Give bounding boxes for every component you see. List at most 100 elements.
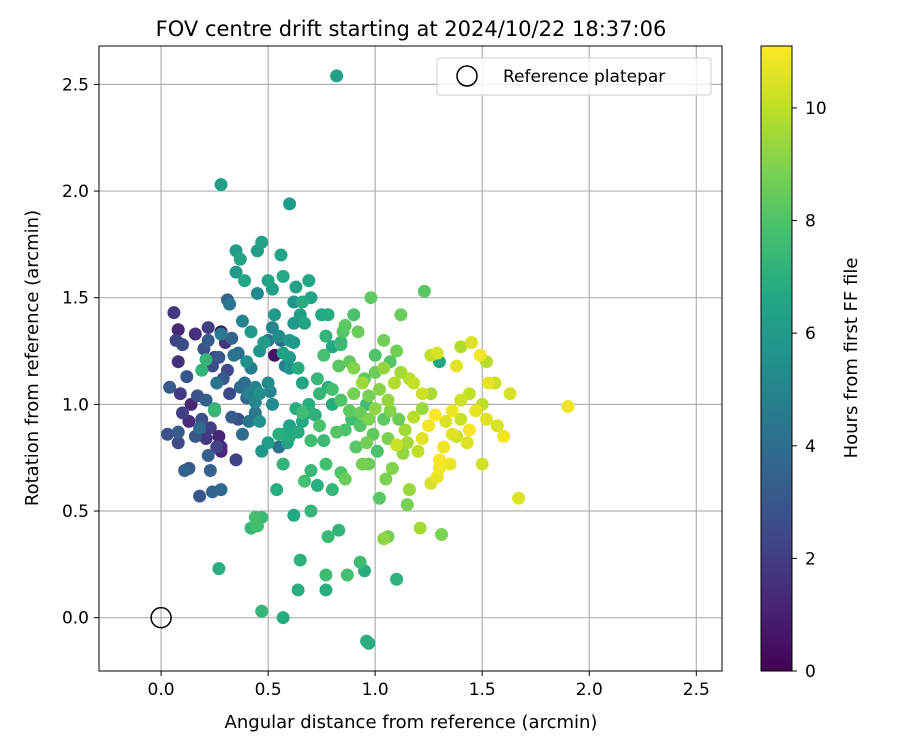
data-point xyxy=(201,321,215,335)
data-point xyxy=(295,406,309,420)
data-point xyxy=(276,269,290,283)
data-point xyxy=(398,423,412,437)
data-point xyxy=(349,440,363,454)
data-point xyxy=(238,274,252,288)
data-point xyxy=(304,504,318,518)
data-point xyxy=(394,308,408,322)
data-point xyxy=(268,308,282,322)
data-points xyxy=(161,69,575,650)
data-point xyxy=(400,436,414,450)
data-point xyxy=(304,434,318,448)
data-point xyxy=(347,361,361,375)
data-point xyxy=(270,483,284,497)
data-point xyxy=(229,453,243,467)
data-point xyxy=(161,427,175,441)
data-point xyxy=(347,308,361,322)
data-point xyxy=(223,387,237,401)
data-point xyxy=(188,327,202,341)
data-point xyxy=(212,350,226,364)
data-point xyxy=(253,387,267,401)
data-point xyxy=(212,429,226,443)
plot-frame xyxy=(98,45,723,672)
colorbar-tick-label: 8 xyxy=(805,212,816,232)
data-point xyxy=(244,325,258,339)
data-point xyxy=(248,510,262,524)
data-point xyxy=(561,399,575,413)
data-point xyxy=(402,483,416,497)
data-point xyxy=(310,478,324,492)
data-point xyxy=(180,370,194,384)
colorbar-tick-label: 10 xyxy=(805,99,827,119)
data-point xyxy=(175,338,189,352)
data-point xyxy=(450,359,464,373)
y-tick-label: 2.0 xyxy=(62,182,89,202)
data-point xyxy=(265,397,279,411)
data-point xyxy=(298,316,312,330)
data-point xyxy=(225,331,239,345)
data-point xyxy=(171,425,185,439)
x-tick-label: 0.0 xyxy=(148,680,175,700)
data-point xyxy=(274,248,288,262)
data-point xyxy=(317,348,331,362)
data-point xyxy=(454,340,468,354)
data-point xyxy=(415,402,429,416)
data-point xyxy=(460,436,474,450)
data-point xyxy=(287,508,301,522)
data-point xyxy=(276,346,290,360)
y-axis-label: Rotation from reference (arcmin) xyxy=(22,210,43,506)
data-point xyxy=(227,348,241,362)
data-point xyxy=(283,197,297,211)
data-point xyxy=(353,555,367,569)
data-point xyxy=(385,461,399,475)
data-point xyxy=(372,382,386,396)
data-point xyxy=(319,568,333,582)
data-point xyxy=(360,436,374,450)
data-point xyxy=(351,325,365,339)
data-point xyxy=(310,372,324,386)
data-point xyxy=(381,393,395,407)
data-point xyxy=(210,376,224,390)
data-point xyxy=(473,348,487,362)
data-point xyxy=(372,491,386,505)
data-point xyxy=(325,483,339,497)
data-point xyxy=(415,431,429,445)
data-point xyxy=(253,414,267,428)
data-point xyxy=(355,457,369,471)
data-point xyxy=(261,376,275,390)
y-tick-label: 0.5 xyxy=(62,502,89,522)
data-point xyxy=(332,523,346,537)
data-point xyxy=(173,387,187,401)
y-tick-label: 1.5 xyxy=(62,289,89,309)
data-point xyxy=(497,429,511,443)
data-point xyxy=(462,423,476,437)
x-axis-ticks: 0.0 0.5 1.0 1.5 2.0 2.5 xyxy=(148,671,710,700)
data-point xyxy=(295,295,309,309)
data-point xyxy=(342,404,356,418)
colorbar-ticks: 0 2 4 6 8 10 xyxy=(792,99,827,682)
x-tick-label: 1.5 xyxy=(469,680,496,700)
colorbar-label: Hours from first FF file xyxy=(841,258,862,459)
chart-title: FOV centre drift starting at 2024/10/22 … xyxy=(156,17,667,41)
data-point xyxy=(392,412,406,426)
data-point xyxy=(482,376,496,390)
data-point xyxy=(171,355,185,369)
data-point xyxy=(201,449,215,463)
data-point xyxy=(415,387,429,401)
data-point xyxy=(325,382,339,396)
data-point xyxy=(276,457,290,471)
data-point xyxy=(407,410,421,424)
data-point xyxy=(490,419,504,433)
data-point xyxy=(435,527,449,541)
data-point xyxy=(417,284,431,298)
data-point xyxy=(240,355,254,369)
data-point xyxy=(465,336,479,350)
data-point xyxy=(437,440,451,454)
data-point xyxy=(362,412,376,426)
data-point xyxy=(293,553,307,567)
colorbar-tick-label: 6 xyxy=(805,324,816,344)
data-point xyxy=(225,410,239,424)
data-point xyxy=(454,393,468,407)
data-point xyxy=(223,297,237,311)
data-point xyxy=(469,404,483,418)
